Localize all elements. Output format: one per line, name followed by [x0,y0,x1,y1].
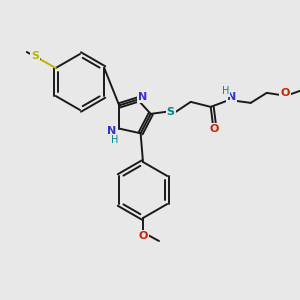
Text: O: O [138,231,148,241]
Text: N: N [227,92,236,102]
Text: H: H [110,135,118,145]
Text: O: O [209,124,218,134]
Text: H: H [222,86,230,96]
Text: S: S [31,51,39,61]
Text: O: O [280,88,290,98]
Text: N: N [138,92,147,102]
Text: S: S [167,107,175,117]
Text: N: N [106,126,116,136]
